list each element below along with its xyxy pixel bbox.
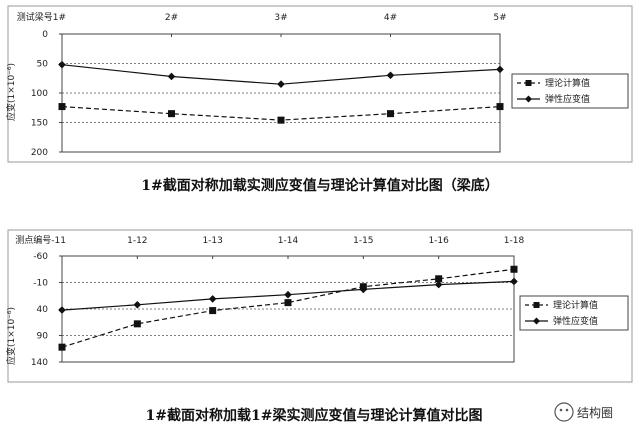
- watermark: 结构圈: [554, 402, 613, 422]
- x-category-label: 1-12: [127, 236, 147, 246]
- data-point-square: [510, 265, 518, 273]
- x-category-label: 测点编号-11: [15, 234, 66, 246]
- data-point-square: [209, 307, 217, 315]
- legend-label-elastic: 弹性应变值: [545, 93, 590, 105]
- legend-square-marker: [525, 80, 532, 86]
- y-tick-label: 200: [31, 148, 48, 158]
- x-category-label: 测试梁号1#: [17, 11, 66, 23]
- chart-2: -60 -10 40 90 140 测点编号-11 1-12 1-13 1-14 1-15 1-1…: [5, 229, 633, 424]
- data-point-square: [435, 275, 443, 283]
- x-category-label: 1-14: [278, 236, 299, 246]
- x-category-label: 1-13: [202, 236, 222, 246]
- y-tick-label: -60: [33, 252, 48, 262]
- data-point-diamond: [58, 60, 66, 69]
- chart-2-y-axis-label: 应变(1×10⁻⁶): [5, 307, 17, 365]
- data-point-square: [277, 116, 285, 124]
- data-point-diamond: [510, 277, 518, 286]
- y-tick-label: 40: [37, 305, 49, 315]
- x-category-label: 1-16: [428, 236, 449, 246]
- data-point-diamond: [133, 300, 142, 309]
- x-category-label: 4#: [384, 13, 397, 23]
- y-tick-label: 50: [37, 60, 49, 70]
- y-tick-label: 0: [42, 30, 48, 40]
- data-point-diamond: [284, 290, 292, 299]
- y-tick-label: 100: [31, 89, 48, 99]
- y-tick-label: 140: [31, 358, 48, 368]
- data-point-diamond: [386, 71, 395, 80]
- data-point-square: [387, 110, 394, 118]
- data-point-diamond: [208, 295, 217, 303]
- legend-diamond-marker: [533, 317, 540, 325]
- data-point-diamond: [277, 80, 285, 88]
- data-point-square: [284, 299, 292, 307]
- legend-label-elastic: 弹性应变值: [553, 315, 598, 327]
- wechat-logo-eye-left: [559, 408, 563, 412]
- y-tick-label: 150: [31, 119, 48, 129]
- data-point-diamond: [58, 306, 66, 314]
- chart-1-legend-box: [511, 73, 629, 109]
- x-category-label: 2#: [165, 13, 178, 23]
- data-point-diamond: [496, 65, 504, 74]
- x-category-label: 5#: [493, 13, 506, 23]
- legend-label-theory: 理论计算值: [553, 299, 598, 311]
- data-point-square: [168, 110, 175, 118]
- chart-2-legend: 理论计算值 弹性应变值: [519, 295, 629, 331]
- chart-1-caption: 1#截面对称加载实测应变值与理论计算值对比图（梁底）: [141, 177, 498, 194]
- legend-label-theory: 理论计算值: [545, 77, 590, 89]
- data-point-diamond: [167, 72, 176, 81]
- data-point-square: [58, 343, 66, 351]
- y-tick-label: 90: [37, 332, 49, 342]
- chart-1-legend: 理论计算值 弹性应变值: [511, 73, 629, 109]
- data-point-diamond: [434, 280, 443, 289]
- legend-diamond-marker: [525, 95, 532, 103]
- wechat-logo-eye-right: [565, 408, 569, 412]
- x-category-label: 1-18: [504, 236, 525, 246]
- watermark-text: 结构圈: [577, 405, 613, 420]
- chart-2-legend-box: [519, 295, 629, 331]
- x-category-label: 3#: [274, 13, 287, 23]
- x-category-label: 1-15: [353, 236, 373, 246]
- chart-1: 0 50 100 150 200 测试梁号1# 2# 3# 4# 5# 应变(1×10⁻⁶) 理…: [5, 5, 633, 194]
- data-point-square: [58, 103, 66, 111]
- wechat-logo-icon: [554, 402, 574, 422]
- chart-1-y-axis-label: 应变(1×10⁻⁶): [5, 63, 17, 121]
- data-point-square: [133, 320, 141, 328]
- chart-2-caption: 1#截面对称加载1#梁实测应变值与理论计算值对比图: [146, 407, 483, 424]
- legend-square-marker: [533, 302, 540, 308]
- data-point-square: [496, 103, 504, 111]
- y-tick-label: -10: [33, 279, 48, 289]
- data-point-diamond: [359, 285, 368, 294]
